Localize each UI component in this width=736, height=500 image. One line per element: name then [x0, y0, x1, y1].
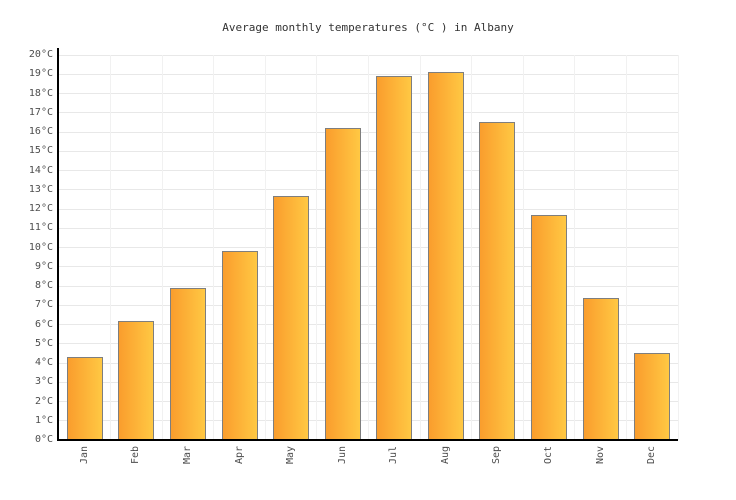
plot-area: [59, 54, 679, 440]
y-axis-tick-label: 8°C: [34, 280, 53, 291]
bar-sep[interactable]: [479, 122, 516, 440]
x-axis-label-feb: Feb: [130, 445, 142, 465]
bar-oct[interactable]: [531, 214, 568, 440]
bar-nov[interactable]: [582, 297, 619, 440]
y-axis-tick-label: 17°C: [28, 106, 53, 118]
gridline-vertical: [574, 55, 576, 440]
gridline-vertical: [419, 55, 421, 440]
gridline-vertical: [625, 55, 627, 440]
y-axis-tick-label: 7°C: [34, 299, 53, 311]
bar-dec[interactable]: [634, 353, 671, 440]
y-axis-line: [57, 48, 59, 440]
x-axis-label-jul: Jul: [388, 445, 400, 465]
bar-jul[interactable]: [376, 76, 413, 440]
x-axis-label-nov: Nov: [594, 445, 606, 465]
x-axis-label-jun: Jun: [336, 445, 348, 465]
x-axis-label-jan: Jan: [78, 445, 90, 465]
x-axis-label-dec: Dec: [646, 445, 658, 465]
gridline-vertical: [110, 55, 112, 440]
gridline-vertical: [368, 55, 369, 440]
y-axis-tick-label: 15°C: [28, 145, 53, 157]
chart-title: Average monthly temperatures (°C ) in Al…: [222, 21, 514, 34]
gridline-vertical: [522, 55, 524, 440]
x-axis-label-aug: Aug: [439, 445, 451, 465]
x-axis-label-mar: Mar: [181, 445, 193, 465]
y-axis-tick-label: 3°C: [34, 376, 53, 388]
y-axis-tick-label: 4°C: [34, 357, 53, 368]
gridline-vertical: [264, 55, 266, 440]
x-axis-label-may: May: [285, 445, 297, 465]
y-axis-tick-label: 2°C: [34, 395, 53, 407]
gridline-vertical: [677, 55, 679, 440]
bar-apr[interactable]: [221, 251, 258, 440]
y-axis-tick-label: 20°C: [28, 49, 53, 60]
gridline-vertical: [471, 55, 473, 440]
y-axis-tick-label: 12°C: [28, 203, 53, 214]
x-axis-label-apr: Apr: [233, 445, 245, 465]
y-axis-tick-label: 9°C: [34, 260, 53, 272]
bar-may[interactable]: [273, 195, 310, 440]
bar-feb[interactable]: [118, 320, 155, 440]
x-axis-line: [57, 439, 678, 441]
bar-jun[interactable]: [324, 128, 361, 440]
gridline-vertical: [161, 55, 163, 440]
y-axis-tick-label: 18°C: [28, 87, 53, 99]
bar-jan[interactable]: [66, 357, 103, 440]
y-axis-tick-label: 13°C: [28, 183, 53, 195]
y-axis-tick-label: 1°C: [34, 414, 53, 426]
y-axis-tick-label: 6°C: [34, 318, 53, 330]
bar-mar[interactable]: [169, 287, 206, 440]
y-axis-tick-label: 14°C: [28, 164, 53, 176]
y-axis-tick-label: 16°C: [28, 126, 53, 137]
y-axis-tick-label: 10°C: [28, 241, 53, 253]
x-axis-label-sep: Sep: [491, 445, 503, 465]
bar-aug[interactable]: [427, 72, 464, 440]
y-axis-tick-label: 11°C: [28, 222, 53, 234]
x-axis-label-oct: Oct: [543, 445, 555, 465]
y-axis-tick-label: 5°C: [34, 337, 53, 349]
gridline-vertical: [213, 55, 215, 440]
y-axis-tick-label: 19°C: [28, 68, 53, 80]
gridline-vertical: [316, 55, 318, 440]
y-axis-tick-label: 0°C: [34, 434, 53, 445]
